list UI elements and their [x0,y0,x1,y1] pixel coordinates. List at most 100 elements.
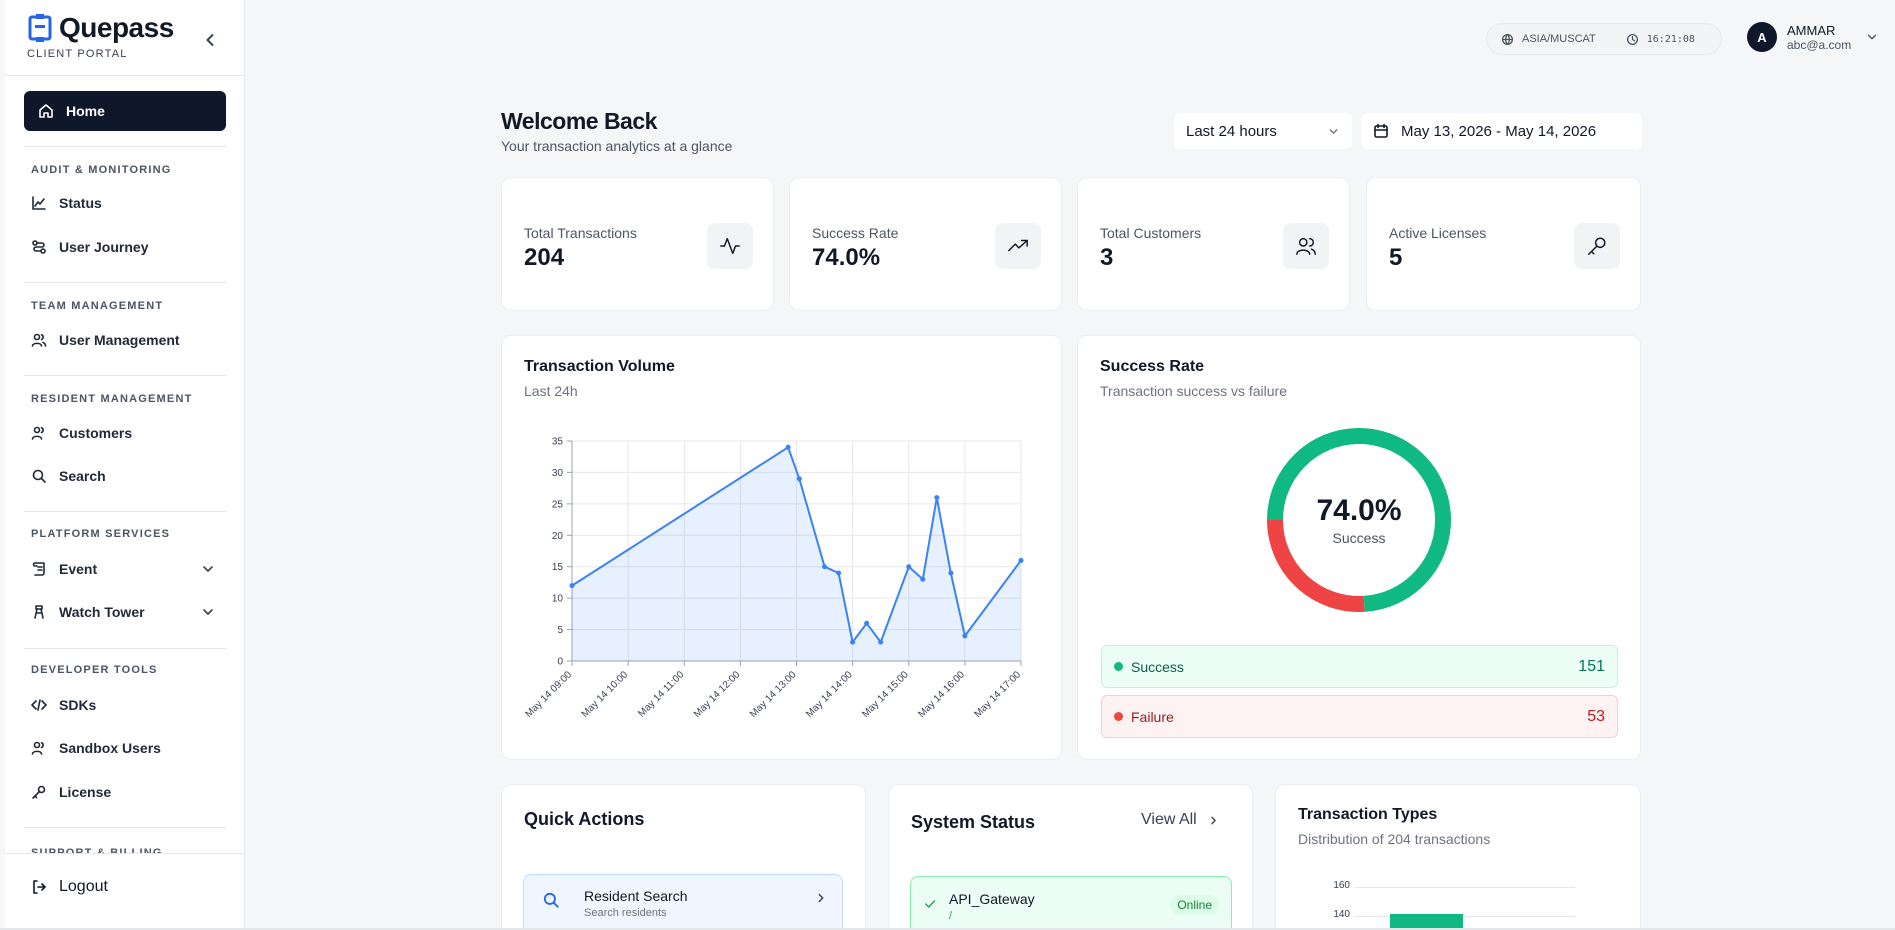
y-tick-label: 10 [552,594,564,605]
date-range-picker[interactable]: May 13, 2026 - May 14, 2026 [1361,113,1642,149]
transaction-volume-card: Transaction Volume Last 24h [501,335,1062,760]
section-title-team: TEAM MANAGEMENT [31,300,164,312]
divider [24,146,226,147]
card-subtitle: Distribution of 204 transactions [1298,831,1491,847]
sidebar-item-status[interactable]: Status [31,189,226,217]
view-all-label: View All [1141,811,1197,828]
card-subtitle: Transaction success vs failure [1100,383,1287,399]
failure-dot [1114,712,1123,721]
x-tick-label: May 14 12:00 [692,669,743,720]
stat-label: Active Licenses [1389,225,1487,241]
data-point [785,444,791,450]
users-icon [1283,223,1329,269]
data-point [836,570,842,576]
sidebar-item-label: Watch Tower [59,604,145,620]
sidebar-item-user-journey[interactable]: User Journey [31,233,226,261]
stat-card-total-transactions: Total Transactions 204 [501,177,774,311]
sidebar-item-license[interactable]: License [31,778,226,806]
home-icon [39,104,53,118]
y-tick-label: 15 [552,562,564,573]
x-tick-label: May 14 09:00 [523,669,574,720]
divider [5,853,245,854]
time-range-select[interactable]: Last 24 hours [1174,113,1352,149]
system-status-item[interactable]: API_Gateway / Online [910,876,1232,930]
chevron-left-icon[interactable] [200,30,220,50]
success-rate-donut [1267,428,1451,612]
sidebar-item-sandbox-users[interactable]: Sandbox Users [31,734,226,762]
y-tick-label: 0 [557,657,563,668]
sidebar-item-sdks[interactable]: SDKs [31,691,226,719]
stat-card-total-customers: Total Customers 3 [1077,177,1350,311]
clock-icon [1626,33,1638,45]
legend-label: Success [1131,658,1184,675]
divider [24,511,226,512]
quepass-logo-icon [27,14,53,42]
page-title: Welcome Back [501,108,657,134]
route-icon [32,240,46,254]
sidebar-item-user-management[interactable]: User Management [31,326,226,354]
data-point [878,639,884,645]
search-icon [536,885,566,915]
card-title: Success Rate [1100,358,1205,375]
transaction-types-card: Transaction Types Distribution of 204 tr… [1275,784,1641,930]
gridline [1355,916,1575,917]
service-path: / [949,910,953,922]
sidebar-item-event[interactable]: Event [31,555,226,583]
x-tick-label: May 14 16:00 [916,669,967,720]
quick-action-resident-search[interactable]: Resident Search Search residents [523,874,843,930]
donut-slice-success [1267,428,1451,612]
timezone-pill[interactable]: ASIA/MUSCAT 16:21:08 [1486,23,1722,55]
brand: Quepass CLIENT PORTAL [27,12,174,60]
chevron-down-icon [1329,128,1338,134]
data-point [850,639,856,645]
activity-icon [707,223,753,269]
view-all-link[interactable]: View All [1141,811,1220,829]
legend-failure: Failure 53 [1101,695,1618,738]
x-tick-label: May 14 15:00 [860,669,911,720]
card-title: Transaction Volume [524,358,675,375]
avatar: A [1747,22,1777,52]
card-subtitle: Last 24h [524,383,578,399]
stat-label: Total Transactions [524,225,637,241]
brand-subtitle: CLIENT PORTAL [27,48,128,60]
sidebar-item-customers[interactable]: Customers [31,419,226,447]
legend-count: 151 [1578,657,1605,675]
section-title-resident: RESIDENT MANAGEMENT [31,393,193,405]
sidebar-item-label: Sandbox Users [59,740,161,756]
data-point [864,620,870,626]
sidebar: Quepass CLIENT PORTAL Home AUDIT & MONIT… [5,0,245,930]
viewport-edge [0,928,1895,930]
data-point [920,576,926,582]
divider [24,282,226,283]
user-email: abc@a.com [1787,37,1852,52]
date-range-value: May 13, 2026 - May 14, 2026 [1401,122,1597,140]
y-tick-label: 30 [552,468,564,479]
x-tick-label: May 14 10:00 [580,669,631,720]
tower-icon [34,605,44,619]
stat-card-active-licenses: Active Licenses 5 [1366,177,1641,311]
logout-button[interactable]: Logout [31,878,108,896]
x-tick-label: May 14 11:00 [636,669,686,719]
sidebar-item-search[interactable]: Search [31,462,226,490]
scroll-icon [32,562,45,576]
data-point [962,633,968,639]
legend-label: Failure [1131,708,1174,725]
x-tick-label: May 14 17:00 [972,669,1023,720]
donut-center: 74.0% Success [1259,494,1459,546]
y-tick-label: 5 [557,625,563,636]
users-icon [31,333,47,347]
y-tick-label: 35 [552,437,564,448]
sidebar-item-label: Event [59,561,98,577]
logout-icon [33,880,46,894]
key-icon [1574,223,1620,269]
service-name: API_Gateway [949,891,1035,907]
divider [24,827,226,828]
axis-tick: 140 [1333,909,1350,920]
users-icon [31,741,44,755]
success-rate-card: Success Rate Transaction success vs fail… [1077,335,1641,760]
user-menu[interactable]: A AMMAR abc@a.com [1747,22,1879,52]
sidebar-item-home[interactable]: Home [24,91,226,131]
stat-label: Success Rate [812,225,899,241]
sidebar-item-watch-tower[interactable]: Watch Tower [31,598,226,626]
divider [24,375,226,376]
